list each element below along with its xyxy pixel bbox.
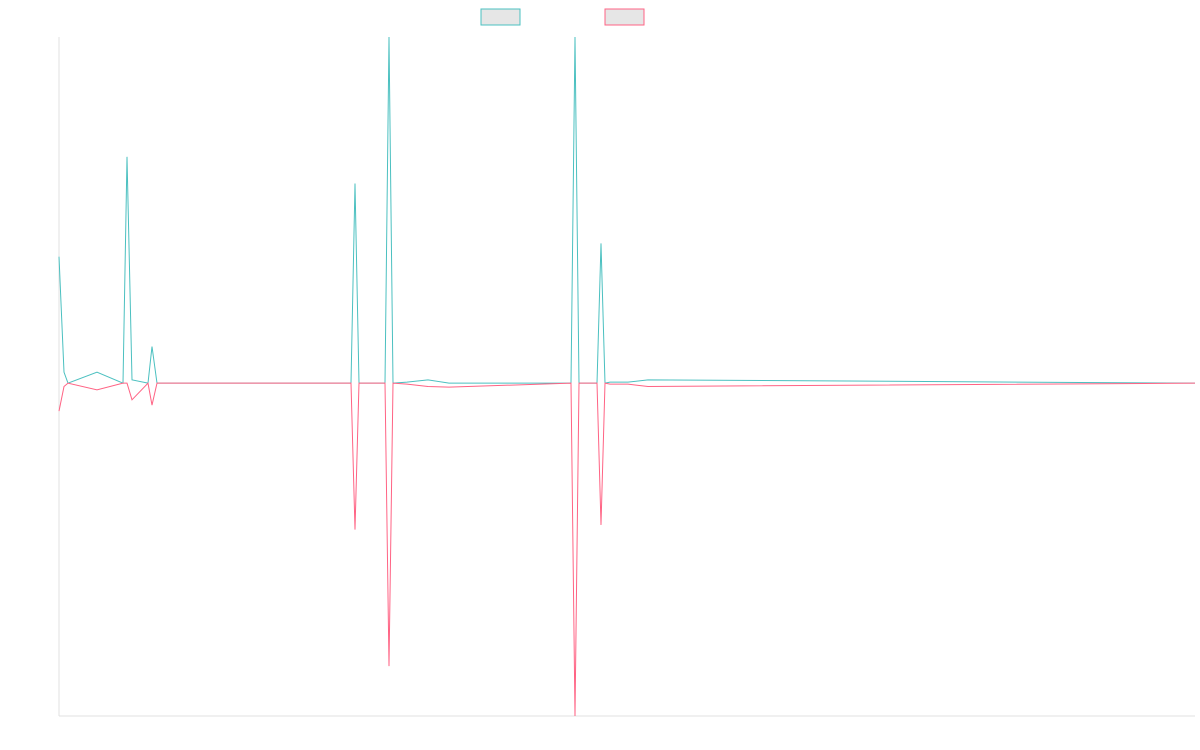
- series-line: [58, 382, 1196, 717]
- legend-swatch: [604, 8, 645, 26]
- series-line: [58, 36, 1196, 384]
- legend-swatch: [480, 8, 521, 26]
